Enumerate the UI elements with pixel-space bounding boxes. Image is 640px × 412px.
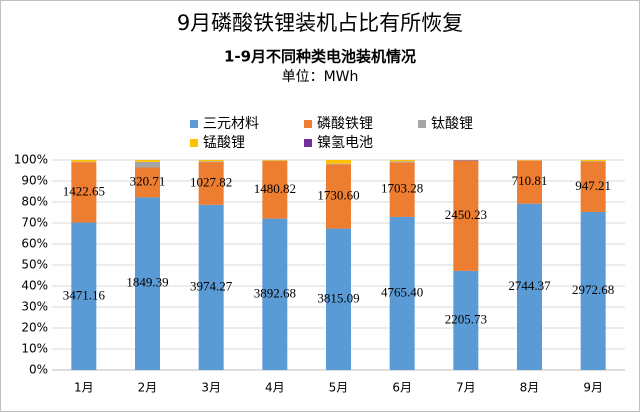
bar-segment [389,162,415,217]
bar-segment [580,211,606,370]
legend-label: 镍氢电池 [317,135,373,151]
x-tick-label: 6月 [392,381,412,395]
y-tick-label: 10% [21,342,48,356]
data-label: 1480.82 [254,181,296,196]
data-label: 2972.68 [572,282,614,297]
legend-label: 锰酸锂 [203,135,245,151]
bar-segment [326,164,351,229]
data-label: 1422.65 [63,183,105,198]
data-label: 1027.82 [190,174,232,189]
legend-swatch [304,120,312,128]
bar-segment [71,162,97,223]
data-label: 3974.27 [190,278,233,293]
data-label: 1703.28 [381,181,423,196]
legend-swatch [418,120,426,128]
data-label: 947.21 [575,178,611,193]
data-label: 710.81 [512,173,548,188]
data-label: 2744.37 [508,278,551,293]
unit-label: 单位：MWh [282,69,359,85]
bar-segment [389,216,415,370]
data-label: 1849.39 [126,275,168,290]
x-tick-label: 8月 [520,381,540,395]
bar-segment [453,270,479,370]
data-label: 3471.16 [63,287,106,302]
bar-segment [71,160,97,162]
bar-segment [580,160,606,162]
data-label: 4765.40 [381,284,423,299]
legend-label: 三元材料 [203,116,259,132]
x-tick-label: 3月 [201,381,221,395]
bar-segment [389,160,415,162]
bar-segment [198,162,224,205]
y-tick-label: 20% [21,321,48,335]
legend-label: 钛酸锂 [431,116,473,132]
data-label: 320.71 [130,173,166,188]
data-label: 2205.73 [445,311,487,326]
data-label: 3892.68 [254,285,296,300]
y-tick-label: 70% [21,216,48,230]
y-tick-label: 100% [14,153,48,167]
y-tick-label: 60% [21,237,48,251]
x-tick-label: 1月 [74,381,94,395]
x-tick-label: 2月 [138,381,158,395]
bar-segment [326,163,351,165]
bar-segment [135,197,160,370]
y-tick-label: 50% [21,258,48,272]
legend-swatch [190,139,198,147]
legend-swatch [190,120,198,128]
data-label: 3815.09 [317,290,359,305]
y-tick-label: 30% [21,300,48,314]
bar-segment [71,222,97,370]
legend-swatch [304,139,312,147]
x-tick-label: 9月 [583,381,603,395]
x-tick-label: 5月 [329,381,349,395]
y-tick-label: 80% [21,195,48,209]
bar-segment [198,160,224,162]
bar-segment [135,161,160,168]
bar-segment [135,167,160,198]
y-tick-label: 90% [21,174,48,188]
y-tick-label: 0% [29,363,48,377]
bar-segment [326,160,351,164]
bar-segment [262,218,288,370]
data-label: 1730.60 [317,188,359,203]
bar-segment [262,160,288,161]
legend-label: 磷酸铁锂 [317,116,373,132]
bar-segment [517,203,542,370]
data-label: 2450.23 [445,207,487,222]
bar-segment [198,161,224,163]
bar-segment [580,161,606,162]
bar-segment [135,160,160,162]
bar-segment [198,204,224,370]
bar-segment [262,160,288,219]
bar-segment [517,160,542,204]
y-tick-label: 40% [21,279,48,293]
x-tick-label: 7月 [456,381,476,395]
bar-segment [453,160,479,271]
bar-segment [580,161,606,212]
chart-subtitle: 1-9月不同种类电池装机情况 [224,48,416,66]
chart-title: 9月磷酸铁锂装机占比有所恢复 [177,11,463,35]
x-tick-label: 4月 [265,381,285,395]
bar-segment [326,228,351,370]
bar-segment [389,161,415,163]
